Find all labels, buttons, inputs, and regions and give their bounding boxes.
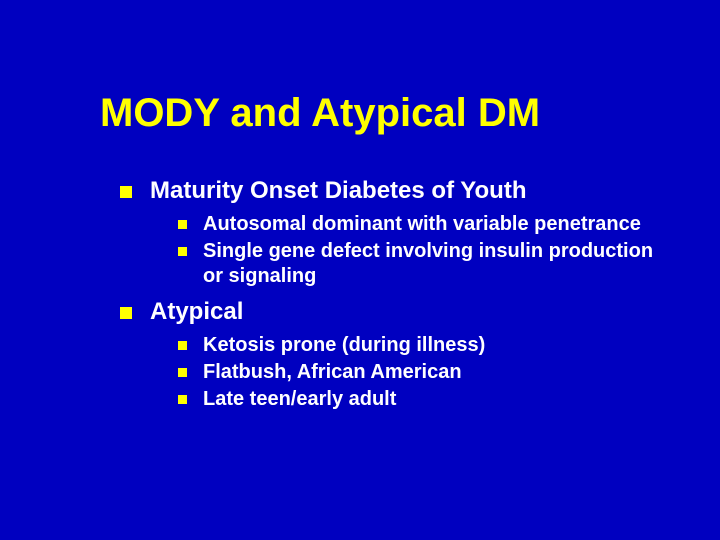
section-heading: Atypical — [150, 297, 660, 327]
slide-body: Maturity Onset Diabetes of Youth Autosom… — [120, 170, 660, 420]
slide: MODY and Atypical DM Maturity Onset Diab… — [0, 0, 720, 540]
bullet-icon — [120, 186, 132, 198]
bullet-icon — [178, 368, 187, 377]
sub-list: Autosomal dominant with variable penetra… — [178, 212, 660, 289]
list-item-text: Ketosis prone (during illness) — [203, 333, 660, 358]
list-item-text: Single gene defect involving insulin pro… — [203, 239, 660, 289]
list-item: Flatbush, African American — [178, 360, 660, 385]
list-item: Atypical — [120, 297, 660, 327]
section-heading: Maturity Onset Diabetes of Youth — [150, 176, 660, 206]
list-item: Single gene defect involving insulin pro… — [178, 239, 660, 289]
sub-list: Ketosis prone (during illness) Flatbush,… — [178, 333, 660, 412]
list-item-text: Autosomal dominant with variable penetra… — [203, 212, 660, 237]
list-item: Late teen/early adult — [178, 387, 660, 412]
list-item: Ketosis prone (during illness) — [178, 333, 660, 358]
list-item: Maturity Onset Diabetes of Youth — [120, 176, 660, 206]
bullet-icon — [120, 307, 132, 319]
list-item-text: Flatbush, African American — [203, 360, 660, 385]
bullet-icon — [178, 395, 187, 404]
slide-title: MODY and Atypical DM — [100, 92, 660, 134]
bullet-icon — [178, 220, 187, 229]
list-item: Autosomal dominant with variable penetra… — [178, 212, 660, 237]
bullet-icon — [178, 341, 187, 350]
bullet-icon — [178, 247, 187, 256]
list-item-text: Late teen/early adult — [203, 387, 660, 412]
